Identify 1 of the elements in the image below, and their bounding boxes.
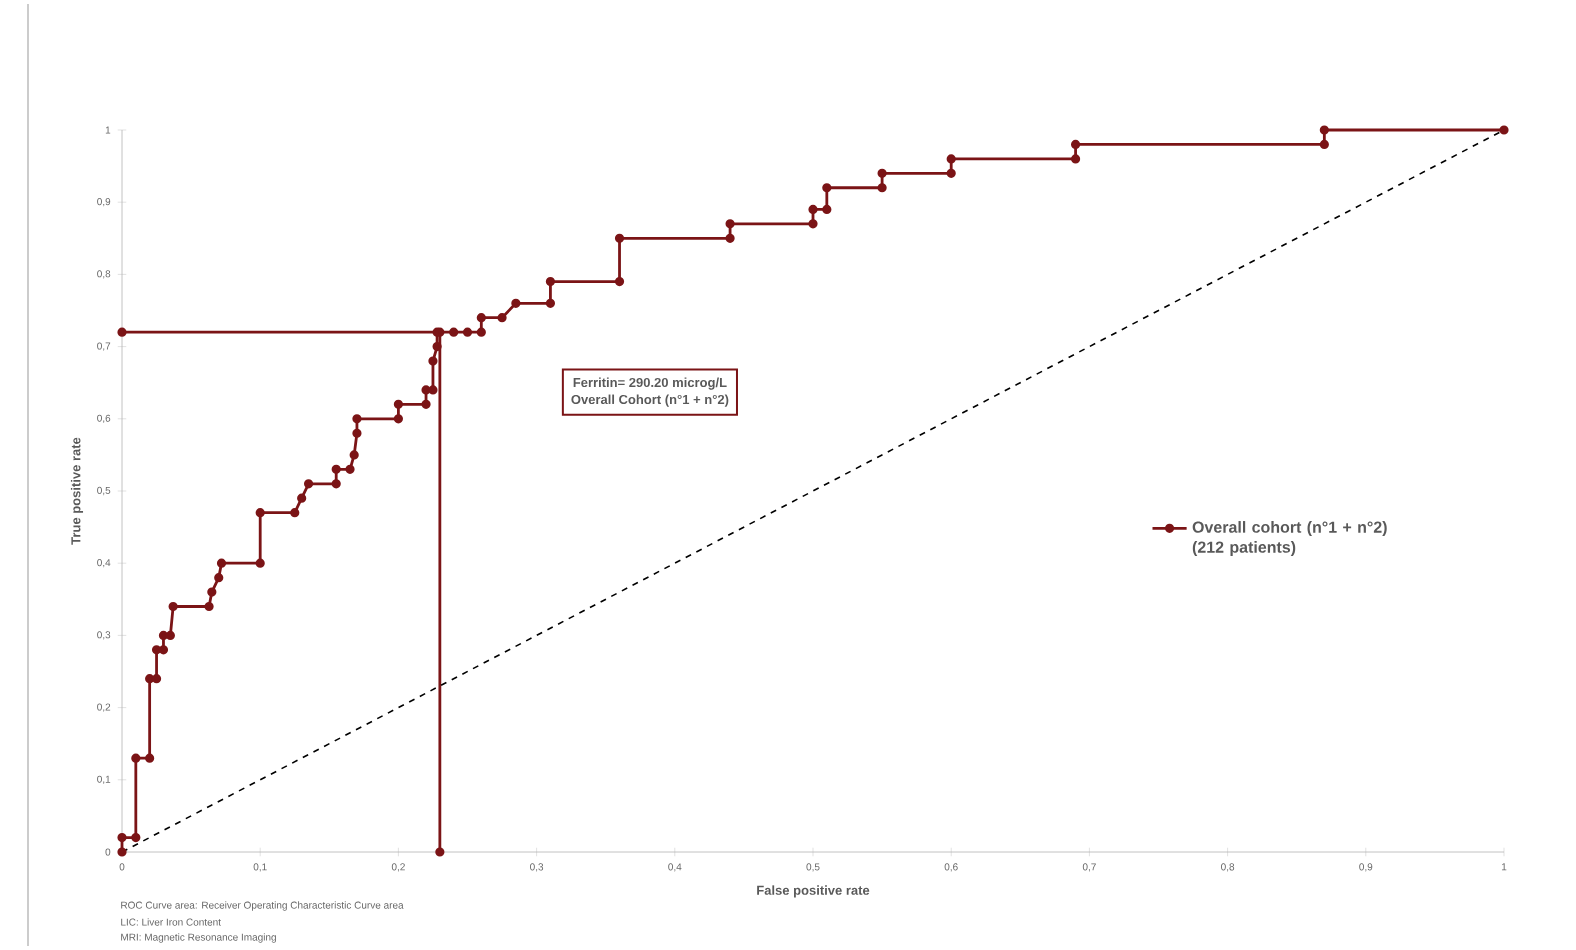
legend-label: Overall cohort (n°1 + n°2) (212 patients) [1192,521,1387,556]
